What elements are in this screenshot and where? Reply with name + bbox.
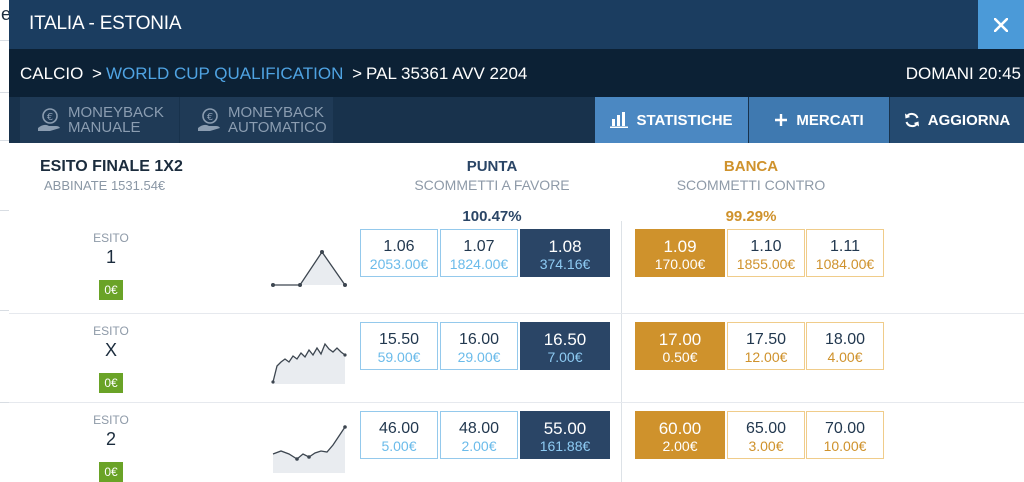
moneyback-manual-line2: MANUALE: [68, 119, 141, 136]
lay-book-percent: 99.29%: [725, 208, 777, 225]
event-modal: ITALIA - ESTONIA CALCIO > WORLD CUP QUALI…: [9, 0, 1024, 482]
back-book-percent: 100.47%: [462, 208, 522, 225]
price-history-sparkline[interactable]: [269, 421, 349, 473]
background-text: e: [1, 4, 12, 24]
back-subtitle: SCOMMETTI A FAVORE: [414, 177, 570, 193]
profit-loss-badge: 0€: [99, 280, 123, 300]
refresh-label: AGGIORNA: [927, 111, 1011, 129]
runner-name: X: [104, 340, 117, 360]
background-page-strip: e: [0, 0, 12, 482]
moneyback-auto-line2: AUTOMATICO: [228, 119, 327, 136]
breadcrumb-competition[interactable]: WORLD CUP QUALIFICATION: [105, 64, 344, 83]
lay-odds-cell[interactable]: 1.11 1084.00€: [806, 229, 884, 277]
euro-hand-icon: €: [194, 107, 224, 133]
lay-column-header: BANCA SCOMMETTI CONTRO 99.29%: [651, 158, 851, 225]
moneyback-auto-line1: MONEYBACK: [228, 104, 324, 121]
best-lay-odds-cell[interactable]: 1.09 170.00€: [635, 229, 725, 277]
lay-odds-cell[interactable]: 70.00 10.00€: [806, 411, 884, 459]
runner-info: ESITO 2 0€: [79, 413, 143, 482]
best-back-odds-cell[interactable]: 55.00 161.88€: [520, 411, 610, 459]
runner-info: ESITO 1 0€: [79, 231, 143, 300]
back-title: PUNTA: [466, 158, 518, 175]
toolbar: € MONEYBACK MANUALE € MONEYBACK AUTOMATI…: [9, 97, 1024, 143]
lay-odds-cell[interactable]: 65.00 3.00€: [727, 411, 805, 459]
statistics-button[interactable]: STATISTICHE: [595, 97, 748, 143]
moneyback-auto-button[interactable]: € MONEYBACK AUTOMATICO: [180, 97, 333, 143]
runner-row: ESITO 2 0€ 46.00 5.00€ 48.00 2.00€ 55.00 16…: [9, 402, 1024, 482]
runner-row: ESITO 1 0€ 1.06 2053.00€ 1.07 1824.00€ 1.0…: [9, 221, 1024, 311]
moneyback-manual-button[interactable]: € MONEYBACK MANUALE: [20, 97, 179, 143]
price-history-sparkline[interactable]: [269, 332, 349, 384]
event-time: DOMANI 20:45: [905, 64, 1021, 83]
markets-button[interactable]: MERCATI: [749, 97, 889, 143]
svg-text:€: €: [47, 112, 53, 123]
back-odds-cell[interactable]: 48.00 2.00€: [440, 411, 518, 459]
runner-name: 2: [105, 429, 116, 449]
breadcrumb-separator: >: [352, 64, 363, 83]
market-content: ESITO FINALE 1X2 ABBINATE 1531.54€ PUNTA…: [9, 143, 1024, 482]
refresh-button[interactable]: AGGIORNA: [890, 97, 1024, 143]
lay-subtitle: SCOMMETTI CONTRO: [676, 177, 826, 193]
markets-label: MERCATI: [796, 111, 864, 129]
lay-odds-cell[interactable]: 17.50 12.00€: [727, 322, 805, 370]
bar-chart-icon: [610, 112, 629, 128]
modal-title-bar: ITALIA - ESTONIA: [9, 0, 1024, 49]
breadcrumb-separator: >: [92, 64, 102, 83]
runner-label: ESITO: [93, 231, 129, 245]
back-odds-cell[interactable]: 1.07 1824.00€: [440, 229, 518, 277]
refresh-icon: [904, 112, 919, 128]
back-odds-cell[interactable]: 16.00 29.00€: [440, 322, 518, 370]
breadcrumb: CALCIO > WORLD CUP QUALIFICATION > PAL 353…: [20, 64, 527, 84]
lay-odds-cell[interactable]: 1.10 1855.00€: [727, 229, 805, 277]
profit-loss-badge: 0€: [99, 373, 123, 393]
back-odds-cell[interactable]: 15.50 59.00€: [360, 322, 438, 370]
runner-label: ESITO: [93, 324, 129, 338]
market-matched: ABBINATE 1531.54€: [44, 178, 166, 193]
best-back-odds-cell[interactable]: 1.08 374.16€: [520, 229, 610, 277]
column-divider: [621, 221, 622, 482]
breadcrumb-sport[interactable]: CALCIO: [20, 64, 84, 83]
runner-row: ESITO X 0€ 15.50 59.00€ 16.00 29.00€ 16.50…: [9, 313, 1024, 403]
runner-info: ESITO X 0€: [79, 324, 143, 393]
runner-label: ESITO: [93, 413, 129, 427]
lay-odds-cell[interactable]: 18.00 4.00€: [806, 322, 884, 370]
lay-title: BANCA: [723, 158, 779, 175]
price-history-sparkline[interactable]: [269, 239, 349, 291]
breadcrumb-event: PAL 35361 AVV 2204: [366, 64, 528, 83]
best-lay-odds-cell[interactable]: 60.00 2.00€: [635, 411, 725, 459]
market-header: ESITO FINALE 1X2 ABBINATE 1531.54€: [40, 158, 183, 193]
statistics-label: STATISTICHE: [636, 111, 733, 129]
back-column-header: PUNTA SCOMMETTI A FAVORE 100.47%: [392, 158, 592, 225]
profit-loss-badge: 0€: [99, 462, 123, 482]
close-button[interactable]: [978, 0, 1024, 49]
plus-icon: [775, 114, 788, 126]
best-lay-odds-cell[interactable]: 17.00 0.50€: [635, 322, 725, 370]
market-name: ESITO FINALE 1X2: [40, 158, 183, 175]
back-odds-cell[interactable]: 46.00 5.00€: [360, 411, 438, 459]
event-title: ITALIA - ESTONIA: [29, 13, 182, 34]
runner-name: 1: [105, 247, 116, 267]
best-back-odds-cell[interactable]: 16.50 7.00€: [520, 322, 610, 370]
event-info-bar: CALCIO > WORLD CUP QUALIFICATION > PAL 353…: [9, 49, 1024, 97]
back-odds-cell[interactable]: 1.06 2053.00€: [360, 229, 438, 277]
close-icon: [994, 17, 1008, 32]
svg-text:€: €: [207, 112, 213, 123]
euro-hand-icon: €: [34, 107, 64, 133]
moneyback-manual-line1: MONEYBACK: [68, 104, 164, 121]
